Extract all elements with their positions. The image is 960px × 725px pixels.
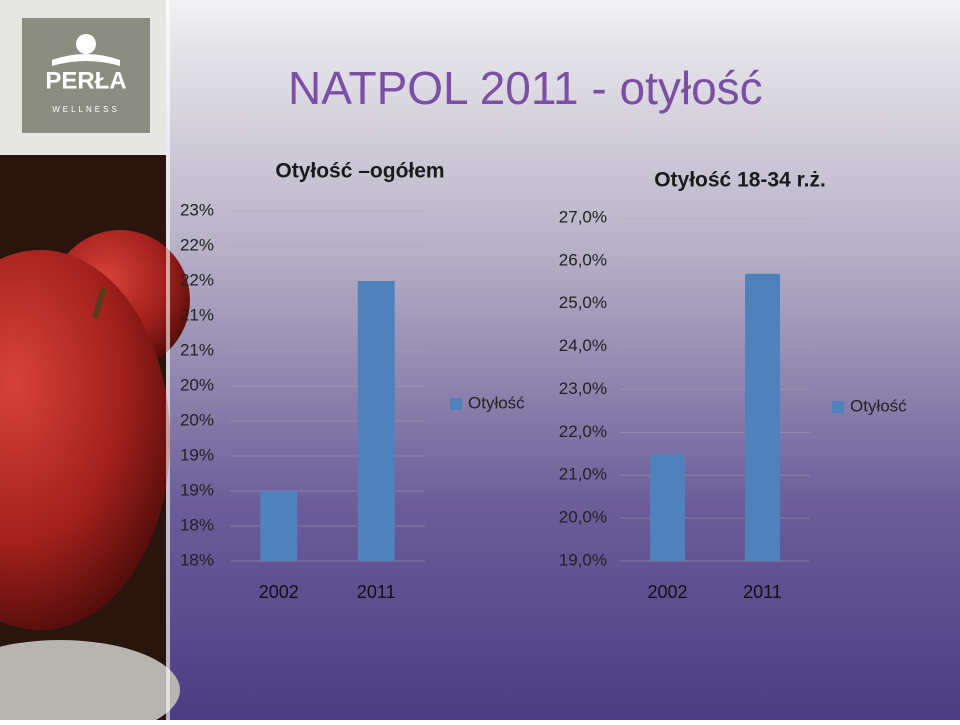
logo-brand: PERŁA <box>45 67 126 94</box>
x-tick-label: 2002 <box>259 582 299 602</box>
chart-title: Otyłość 18-34 r.ż. <box>654 169 826 192</box>
y-tick-label: 22% <box>180 235 214 254</box>
logo: PERŁA WELLNESS <box>0 0 166 155</box>
y-tick-label: 21% <box>180 340 214 359</box>
x-tick-label: 2002 <box>647 582 687 602</box>
y-tick-label: 22% <box>180 270 214 289</box>
y-tick-label: 24,0% <box>559 336 607 355</box>
y-tick-label: 21% <box>180 305 214 324</box>
y-tick-label: 19,0% <box>559 550 607 569</box>
bar <box>357 281 395 561</box>
legend-swatch <box>450 398 462 410</box>
y-tick-label: 21,0% <box>559 465 607 484</box>
bar <box>650 453 685 561</box>
legend-label: Otyłość <box>468 393 525 412</box>
legend-swatch <box>832 401 844 413</box>
x-tick-label: 2011 <box>357 582 396 602</box>
legend-label: Otyłość <box>850 396 907 415</box>
y-tick-label: 27,0% <box>559 207 607 226</box>
x-tick-label: 2011 <box>743 582 782 602</box>
bar <box>745 273 780 561</box>
slide-title: NATPOL 2011 - otyłość <box>288 62 763 114</box>
y-tick-label: 23,0% <box>559 379 607 398</box>
y-tick-label: 23% <box>180 200 214 219</box>
logo-tagline: WELLNESS <box>52 105 120 114</box>
y-tick-label: 20% <box>180 375 214 394</box>
bar <box>260 491 298 561</box>
y-tick-label: 26,0% <box>559 250 607 269</box>
y-tick-label: 25,0% <box>559 293 607 312</box>
chart-title: Otyłość –ogółem <box>275 160 444 183</box>
y-tick-label: 18% <box>180 550 214 569</box>
side-photo <box>0 0 190 725</box>
y-tick-label: 20,0% <box>559 508 607 527</box>
y-tick-label: 22,0% <box>559 422 607 441</box>
y-tick-label: 20% <box>180 410 214 429</box>
y-tick-label: 19% <box>180 445 214 464</box>
y-tick-label: 18% <box>180 515 214 534</box>
y-tick-label: 19% <box>180 480 214 499</box>
